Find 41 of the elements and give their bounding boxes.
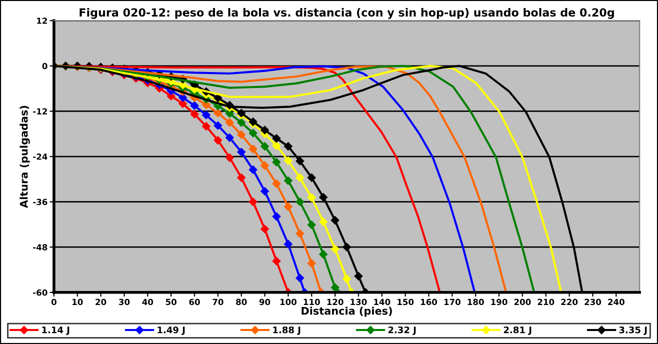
legend-label: 2.81 J <box>504 326 532 335</box>
x-tick-label: 190 <box>491 298 508 306</box>
y-tick-label: 12 <box>37 18 47 24</box>
x-tick-label: 230 <box>584 298 602 306</box>
y-tick-label: -60 <box>33 289 48 296</box>
x-tick-label: 60 <box>189 298 200 306</box>
x-tick-label: 140 <box>374 298 390 306</box>
y-tick-label: -36 <box>33 198 48 206</box>
legend-label: 1.49 J <box>158 326 185 335</box>
x-tick-label: 110 <box>304 298 320 306</box>
y-tick-label: -24 <box>33 154 48 160</box>
y-axis-title: Altura (pulgadas) <box>20 106 30 208</box>
legend-label: 1.88 J <box>273 326 300 335</box>
y-tick-label: -12 <box>33 108 47 114</box>
x-tick-label: 10 <box>72 298 83 306</box>
legend-label: 3.35 J <box>619 326 647 335</box>
y-tick-label: -48 <box>33 244 48 250</box>
x-axis-title: Distancia (pies) <box>302 306 392 317</box>
legend-label: 2.32 J <box>388 326 416 335</box>
x-tick-label: 120 <box>327 298 344 306</box>
x-tick-label: 220 <box>561 298 578 306</box>
x-tick-label: 80 <box>236 298 247 306</box>
legend-label: 1.14 J <box>42 326 70 335</box>
x-tick-label: 150 <box>398 298 414 306</box>
x-tick-label: 240 <box>608 298 624 306</box>
x-tick-label: 130 <box>350 298 367 306</box>
x-tick-label: 100 <box>280 298 297 306</box>
x-tick-label: 30 <box>118 298 130 306</box>
y-tick-label: 0 <box>42 62 48 70</box>
x-tick-label: 170 <box>444 298 460 306</box>
x-tick-label: 20 <box>96 298 106 306</box>
x-tick-label: 50 <box>166 298 176 306</box>
x-tick-label: 160 <box>420 298 438 306</box>
x-tick-label: 180 <box>468 298 484 306</box>
x-tick-label: 0 <box>51 298 56 306</box>
x-tick-label: 200 <box>514 298 531 306</box>
x-tick-label: 70 <box>212 298 224 306</box>
x-tick-label: 90 <box>259 298 270 306</box>
x-tick-label: 210 <box>538 298 554 306</box>
x-tick-label: 40 <box>142 298 154 306</box>
chart-title: Figura 020-12: peso de la bola vs. distancia (con y sin hop-up) usando bolas de 0.20g <box>80 8 614 19</box>
